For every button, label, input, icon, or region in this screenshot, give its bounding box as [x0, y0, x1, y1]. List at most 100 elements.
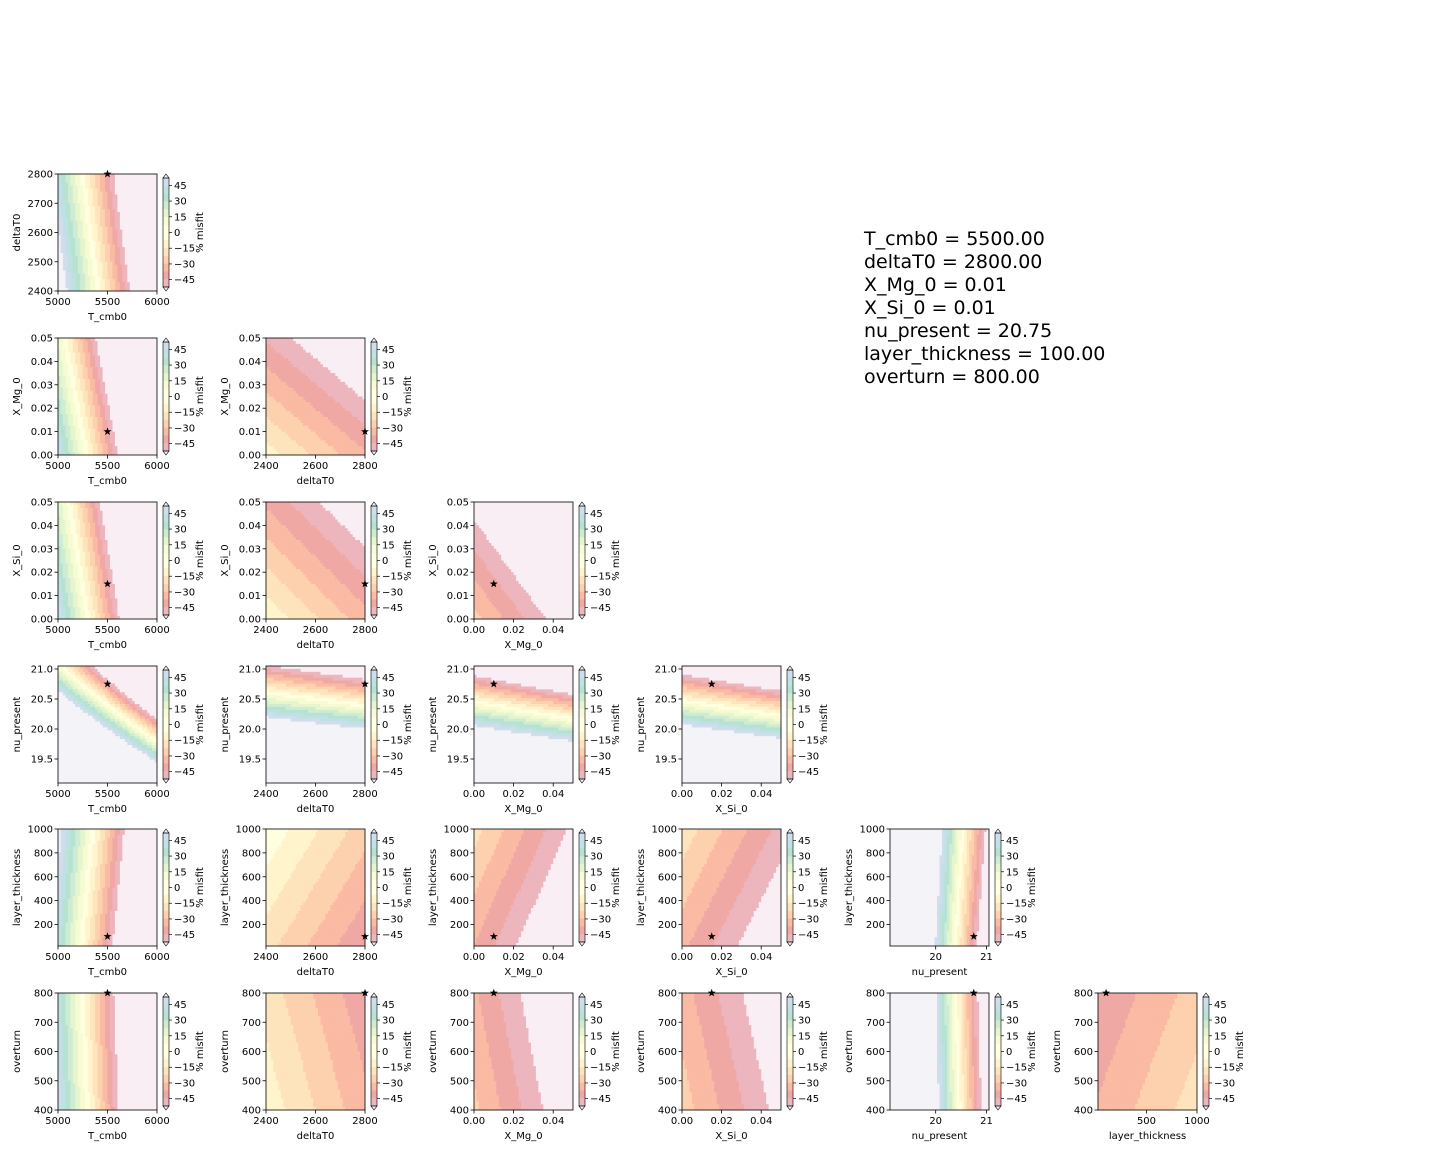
x-tick-label: 0.04: [542, 789, 564, 800]
colorbar-tick-label: −30: [174, 587, 195, 598]
colorbar-label: % misfit: [611, 540, 622, 581]
x-tick-label: 5000: [45, 625, 70, 636]
colorbar-tick-label: −45: [382, 1094, 403, 1105]
x-tick-label: 6000: [144, 1116, 169, 1127]
y-tick-label: 1000: [652, 825, 677, 836]
y-tick-label: 0.00: [239, 451, 261, 462]
best-fit-star: [489, 932, 498, 940]
y-tick-label: 600: [34, 1047, 53, 1058]
best-fit-star: [707, 988, 716, 997]
colorbar-tick-label: 15: [1006, 867, 1019, 878]
y-tick-label: 500: [1074, 1076, 1093, 1087]
colorbar-tick-label: 45: [174, 181, 187, 192]
y-tick-label: 400: [866, 896, 885, 907]
colorbar-tick-label: −15: [174, 1063, 195, 1074]
x-axis-label: X_Mg_0: [504, 640, 542, 651]
colorbar-tick-label: 0: [1006, 883, 1012, 894]
y-axis-label: nu_present: [220, 697, 231, 753]
colorbar-tick-label: −45: [1006, 1094, 1027, 1105]
colorbar-tick-label: 0: [798, 883, 804, 894]
y-tick-label: 0.05: [239, 334, 261, 345]
y-tick-label: 0.03: [31, 380, 53, 391]
colorbar-tick-label: −30: [174, 1078, 195, 1089]
colorbar-tick-label: 0: [382, 392, 388, 403]
panel-overturn-vs-layer_thickness: 500 1000 layer_thickness 400 500 600 700 800 ove…: [1052, 989, 1246, 1143]
y-tick-label: 800: [450, 848, 469, 859]
misfit-field: [58, 502, 158, 620]
colorbar-tick-label: 30: [174, 197, 187, 208]
colorbar-tick-label: −15: [382, 736, 403, 747]
colorbar-label: % misfit: [403, 704, 414, 745]
y-tick-label: 200: [242, 920, 261, 931]
x-tick-label: 5500: [95, 952, 120, 963]
misfit-field: [266, 338, 366, 456]
colorbar-tick-label: 30: [382, 361, 395, 372]
x-tick-label: 0.04: [542, 952, 564, 963]
misfit-field: [474, 502, 574, 620]
colorbar-tick-label: 15: [590, 867, 603, 878]
panel-layer_thickness-vs-T_cmb0: 5000 5500 6000 T_cmb0 200 400 600 800 1000 layer_…: [12, 825, 206, 979]
y-tick-label: 0.05: [31, 334, 53, 345]
x-tick-label: 21: [980, 1116, 993, 1127]
colorbar-label: % misfit: [611, 1031, 622, 1072]
y-axis-label: layer_thickness: [220, 849, 231, 926]
panel-overturn-vs-T_cmb0: 5000 5500 6000 T_cmb0 400 500 600 700 800 overtur…: [12, 989, 206, 1143]
y-tick-label: 2600: [28, 228, 53, 239]
x-tick-label: 6000: [144, 461, 169, 472]
colorbar-label: % misfit: [403, 867, 414, 908]
y-tick-label: 400: [242, 896, 261, 907]
colorbar-tick-label: 15: [590, 1031, 603, 1042]
x-axis-label: nu_present: [912, 1131, 968, 1142]
colorbar-tick-label: 45: [590, 673, 603, 684]
colorbar-tick-label: 0: [590, 556, 596, 567]
colorbar-tick-label: −30: [174, 751, 195, 762]
x-tick-label: 0.00: [671, 789, 693, 800]
x-tick-label: 21: [980, 952, 993, 963]
axes-frame: [889, 828, 990, 947]
colorbar-tick-label: −45: [382, 439, 403, 450]
y-tick-label: 400: [34, 1106, 53, 1117]
colorbar: 45 30 15 0 −15 −30 −45 % misfit: [786, 992, 830, 1111]
colorbar-tick-label: 45: [174, 1000, 187, 1011]
y-axis-label: overturn: [220, 1030, 231, 1073]
y-axis-label: nu_present: [636, 697, 647, 753]
y-tick-label: 1000: [860, 825, 885, 836]
x-axis-label: T_cmb0: [87, 1131, 127, 1142]
param-line: nu_present = 20.75: [864, 320, 1105, 343]
colorbar: 45 30 15 0 −15 −30 −45 % misfit: [578, 992, 622, 1111]
y-tick-label: 0.03: [447, 544, 469, 555]
x-tick-label: 0.02: [502, 1116, 524, 1127]
colorbar-tick-label: 30: [590, 852, 603, 863]
y-tick-label: 800: [34, 989, 53, 1000]
y-tick-label: 0.00: [31, 451, 53, 462]
colorbar-tick-label: −45: [174, 930, 195, 941]
y-tick-label: 600: [658, 872, 677, 883]
y-tick-label: 1000: [444, 825, 469, 836]
axes-frame: [473, 501, 574, 620]
colorbar-tick-label: 45: [174, 836, 187, 847]
y-tick-label: 0.05: [31, 498, 53, 509]
x-axis-label: deltaT0: [297, 967, 335, 978]
y-tick-label: 700: [658, 1018, 677, 1029]
y-tick-label: 0.00: [31, 615, 53, 626]
y-axis-label: overturn: [428, 1030, 439, 1073]
y-axis-label: layer_thickness: [844, 849, 855, 926]
colorbar-tick-label: 15: [798, 704, 811, 715]
y-tick-label: 600: [242, 1047, 261, 1058]
colorbar-tick-label: 0: [174, 556, 180, 567]
best-fit-star: [707, 679, 716, 688]
x-tick-label: 2400: [253, 1116, 278, 1127]
colorbar-label: % misfit: [403, 540, 414, 581]
x-tick-label: 0.00: [463, 1116, 485, 1127]
colorbar-tick-label: 30: [590, 1016, 603, 1027]
y-tick-label: 1000: [28, 825, 53, 836]
panel-X_Mg_0-vs-T_cmb0: 5000 5500 6000 T_cmb0 0.00 0.01 0.02 0.03 0.04 0.…: [12, 334, 206, 488]
axes-frame: [681, 665, 782, 784]
colorbar: 45 30 15 0 −15 −30 −45 % misfit: [162, 828, 206, 947]
colorbar: 45 30 15 0 −15 −30 −45 % misfit: [370, 828, 414, 947]
y-axis-label: X_Si_0: [220, 544, 231, 576]
colorbar: 45 30 15 0 −15 −30 −45 % misfit: [162, 337, 206, 456]
colorbar-tick-label: −45: [174, 603, 195, 614]
colorbar-tick-label: 15: [174, 867, 187, 878]
colorbar-tick-label: −30: [798, 751, 819, 762]
